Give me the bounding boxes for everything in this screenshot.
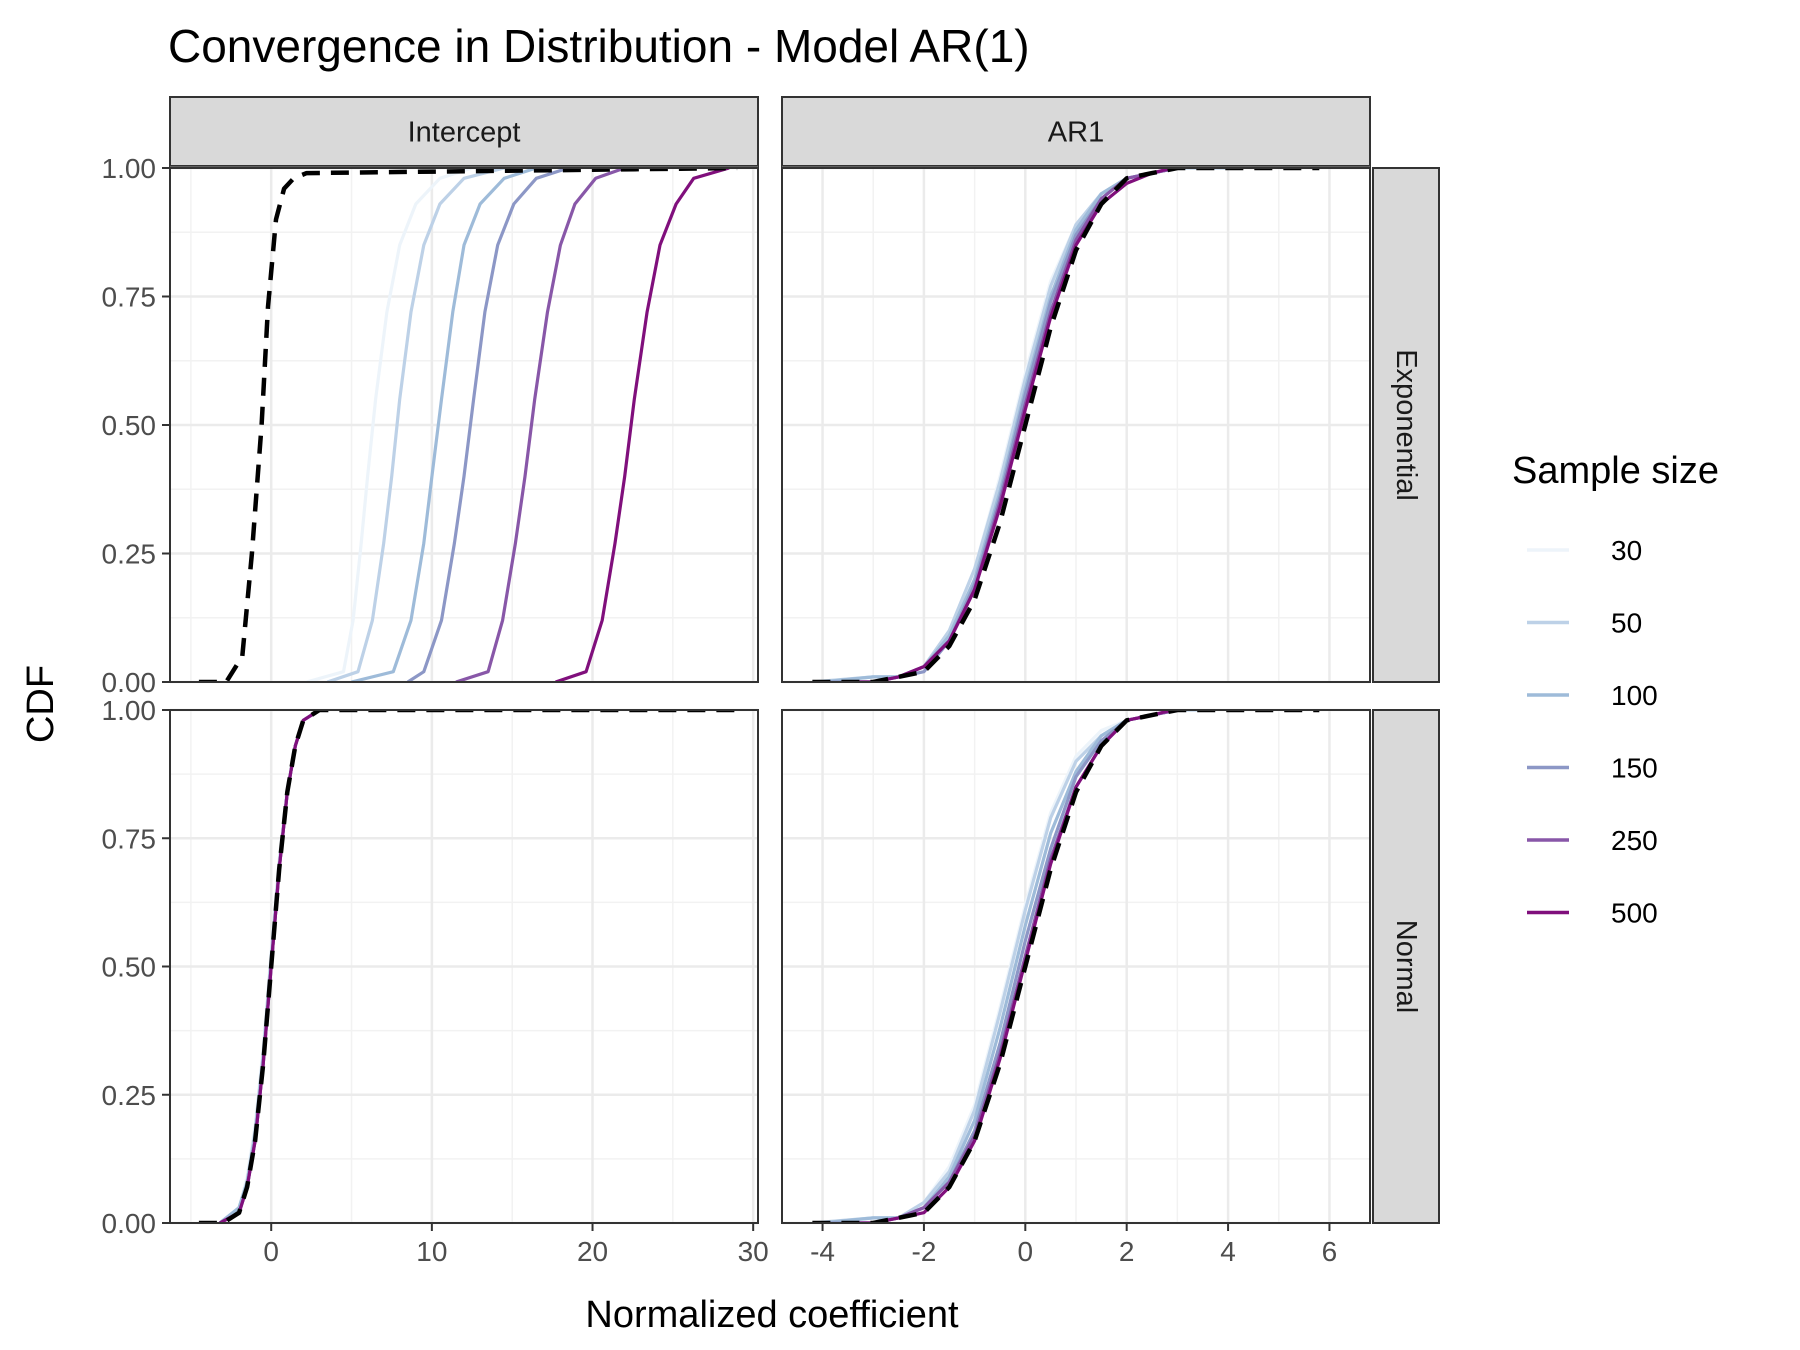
y-tick-label: 0.00 [102,1208,157,1239]
legend-title: Sample size [1512,450,1719,492]
y-tick-label: 0.75 [102,282,157,313]
x-tick-label: -4 [810,1236,835,1267]
y-tick-label: 0.75 [102,823,157,854]
facet-strip-bg-normal [1372,709,1440,1224]
series-group [198,710,738,1223]
facet-strip-label-normal: Normal [1390,920,1422,1013]
series-group [812,168,1320,682]
legend: Sample size 30 50 100 150 250 500 [1512,450,1719,929]
series-line-250 [455,168,626,682]
y-tick-label: 0.50 [102,952,157,983]
series-line-30 [306,168,473,682]
x-tick-label: 20 [577,1236,608,1267]
x-tick-label: 4 [1220,1236,1236,1267]
facet-strip-label-ar1: AR1 [1048,117,1104,149]
series-line-100 [351,168,537,682]
reference-cdf-line [198,168,738,682]
x-tick-label: 6 [1322,1236,1338,1267]
legend-label-100: 100 [1611,680,1658,711]
facet-strip-bg-ar1 [781,96,1371,167]
series-line-150 [406,168,569,682]
panel-border [781,167,1371,683]
reference-cdf-line [198,710,738,1223]
legend-label-250: 250 [1611,825,1658,856]
panel-ar1-normal [781,708,1371,1225]
x-tick-label: 2 [1119,1236,1135,1267]
y-tick-label: 0.25 [102,1080,157,1111]
panel-intercept-normal [169,708,759,1225]
legend-label-30: 30 [1611,535,1642,566]
series-line-500 [555,168,730,682]
y-tick-label: 1.00 [102,695,157,726]
series-line-50 [326,168,505,682]
panel-ar1-exponential [781,166,1371,684]
y-tick-label: 0.25 [102,539,157,570]
panels-layer: Intercept AR1 Exponential Normal [169,96,1440,1225]
legend-label-150: 150 [1611,753,1658,784]
x-tick-label: 30 [738,1236,769,1267]
x-tick-label: -2 [911,1236,936,1267]
facet-strip-bg-exponential [1372,167,1440,683]
reference-cdf-line [812,710,1320,1223]
panel-border [781,709,1371,1224]
y-tick-label: 0.00 [102,667,157,698]
series-group [812,710,1320,1223]
facet-strip-label-exponential: Exponential [1390,349,1422,501]
y-tick-label: 0.50 [102,410,157,441]
series-group [198,168,738,682]
facet-strip-bg-intercept [169,96,759,167]
axes-layer: 0.000.250.500.751.000.000.250.500.751.00… [102,153,1338,1267]
x-tick-label: 0 [1018,1236,1034,1267]
x-tick-label: 0 [263,1236,279,1267]
chart-title: Convergence in Distribution - Model AR(1… [168,20,1030,72]
legend-label-50: 50 [1611,608,1642,639]
facet-strip-label-intercept: Intercept [408,117,521,149]
x-axis-title: Normalized coefficient [585,1294,959,1336]
reference-cdf-line [812,168,1320,682]
panel-intercept-exponential [169,166,759,684]
x-tick-label: 10 [416,1236,447,1267]
legend-label-500: 500 [1611,898,1658,929]
y-tick-label: 1.00 [102,153,157,184]
y-axis-title: CDF [20,665,62,743]
